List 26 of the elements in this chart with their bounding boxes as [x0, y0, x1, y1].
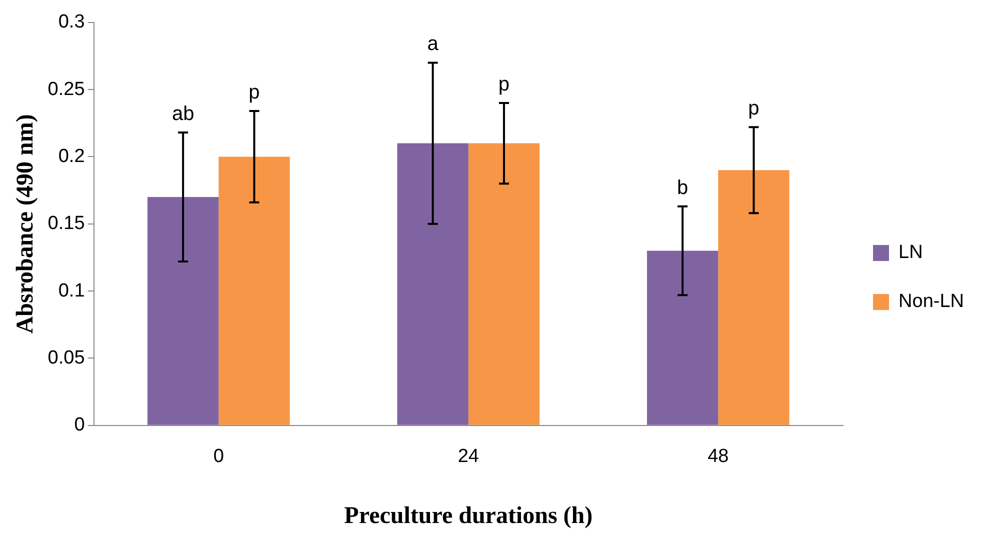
y-tick-label: 0.25	[48, 78, 85, 100]
annotation: b	[677, 176, 688, 199]
y-tick-label: 0.2	[58, 146, 85, 167]
x-axis-title: Preculture durations (h)	[344, 502, 593, 529]
x-tick-label: 0	[213, 446, 224, 468]
y-tick-label: 0.15	[48, 213, 85, 234]
bar	[218, 156, 290, 425]
bar	[147, 197, 219, 425]
legend-label: LN	[898, 242, 923, 264]
bar	[718, 170, 790, 425]
annotation: p	[248, 82, 260, 104]
annotation: p	[748, 98, 760, 120]
y-tick-label: 0	[74, 414, 85, 436]
annotation: ab	[172, 103, 194, 126]
y-axis-title: Absrobance (490 nm)	[12, 114, 39, 334]
annotation: a	[427, 33, 440, 56]
x-tick-label: 24	[458, 446, 480, 468]
x-tick-label: 48	[708, 446, 729, 468]
y-tick-label: 0.1	[58, 280, 85, 302]
bar	[646, 250, 718, 425]
legend-label: Non-LN	[898, 291, 964, 312]
annotation: p	[498, 74, 510, 96]
bar	[468, 143, 540, 425]
y-tick-label: 0.3	[58, 12, 85, 33]
y-tick-label: 0.05	[48, 347, 85, 368]
bar	[397, 143, 468, 425]
